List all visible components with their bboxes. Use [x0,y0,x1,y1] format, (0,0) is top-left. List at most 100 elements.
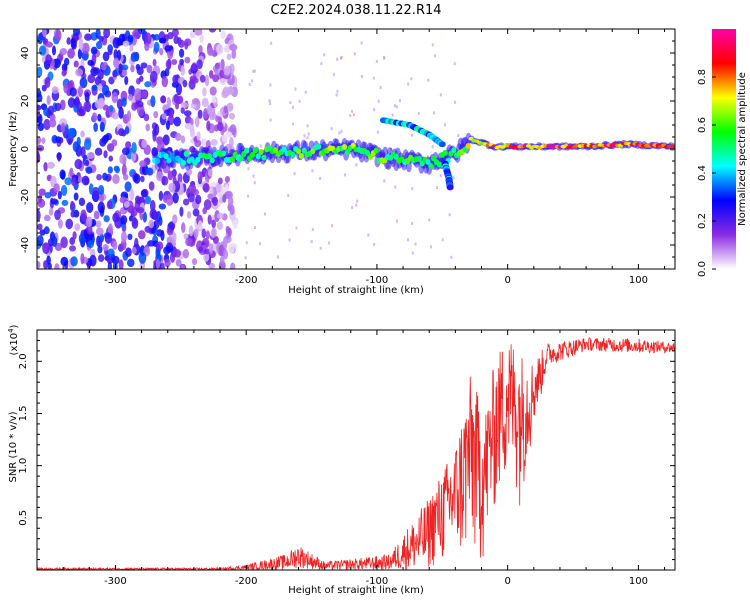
noise-speck [319,246,322,250]
noise-blob [145,123,150,132]
noise-blob [59,118,67,127]
noise-blob [138,251,147,264]
noise-speck [450,255,453,259]
noise-blob [152,58,157,67]
noise-speck [269,83,272,87]
noise-blob [57,218,63,229]
noise-blob [156,241,164,251]
noise-blob [108,155,114,162]
colorbar-gradient [712,29,736,269]
x-tick-label: -100 [366,576,389,587]
noise-blob [161,176,169,186]
noise-blob [112,212,120,223]
ridge-cell [206,153,212,160]
noise-blob [149,200,156,212]
noise-speck [338,131,341,135]
noise-speck [432,111,435,115]
noise-blob [154,123,160,136]
noise-blob [97,201,105,214]
noise-speck [292,105,295,109]
branch-cell [438,141,446,148]
noise-blob [103,134,110,142]
noise-blob [98,35,104,42]
noise-blob [47,262,52,269]
noise-blob [37,234,44,246]
noise-blob [100,62,107,71]
noise-blob [73,60,79,68]
noise-blob [84,159,90,167]
noise-blob [144,32,152,45]
noise-blob [73,192,79,201]
noise-blob [124,126,130,135]
noise-blob [182,248,190,259]
noise-blob [146,64,153,74]
noise-blob [118,106,124,119]
noise-blob [103,215,110,223]
noise-blob [87,240,94,249]
ridge-cell [238,155,244,162]
noise-blob [70,256,78,267]
noise-blob [97,184,105,196]
noise-blob [134,88,142,100]
ridge-cell [301,147,307,154]
noise-speck [294,87,297,91]
noise-blob [223,105,228,114]
ridge-cell [221,150,227,157]
noise-speck [253,226,256,230]
noise-blob [49,118,57,128]
ridge-cell [244,147,250,154]
noise-speck [292,122,295,126]
noise-blob [127,93,133,101]
noise-blob [97,113,102,122]
ridge-cell [344,149,350,156]
noise-blob [209,86,217,96]
noise-blob [219,69,225,78]
noise-blob [196,131,201,141]
noise-speck [411,133,414,137]
noise-blob [67,127,76,138]
noise-blob [67,97,76,108]
noise-blob [103,29,111,39]
noise-speck [453,62,456,66]
noise-blob [165,242,174,253]
x-tick-label: -100 [366,275,389,286]
noise-blob [102,51,110,62]
noise-speck [323,53,326,57]
noise-blob [93,210,100,220]
noise-blob [127,258,135,268]
noise-blob [165,120,170,131]
noise-speck [373,108,376,112]
noise-blob [158,216,163,226]
noise-blob [198,246,203,253]
noise-blob [229,63,235,74]
noise-blob [207,193,214,200]
noise-blob [50,198,58,205]
noise-blob [207,214,212,225]
x-tick-label: 100 [629,576,648,587]
noise-blob [107,166,113,174]
noise-blob [198,45,203,55]
noise-blob [60,99,66,111]
noise-blob [113,57,120,69]
noise-blob [197,220,203,231]
noise-speck [410,77,413,81]
noise-blob [225,86,234,95]
noise-blob [37,260,41,269]
ridge-cell [298,152,304,159]
noise-blob [37,194,42,204]
noise-speck [352,113,355,117]
noise-blob [153,41,160,53]
noise-blob [180,106,185,114]
noise-blob [53,183,60,193]
noise-blob [41,84,47,92]
noise-speck [293,172,296,176]
spectrogram-ylabel: Frequency (Hz) [8,111,19,187]
noise-blob [210,138,218,146]
noise-blob [153,111,159,119]
noise-blob [139,75,144,82]
noise-speck [391,113,394,117]
ridge-cell [272,147,279,154]
noise-blob [175,102,180,110]
noise-blob [208,29,217,33]
noise-blob [70,210,76,218]
